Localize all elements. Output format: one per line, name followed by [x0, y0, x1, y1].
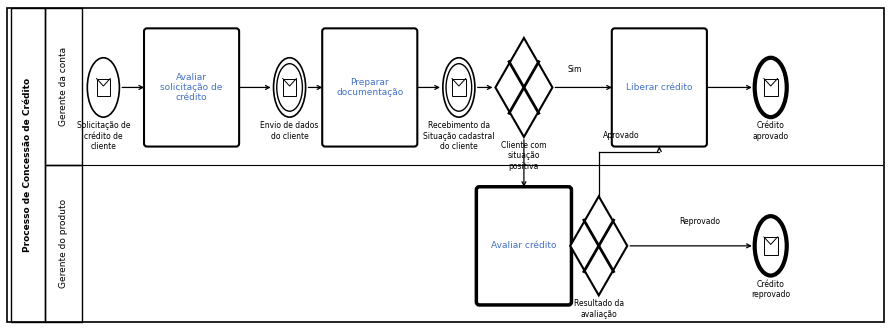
FancyBboxPatch shape	[612, 28, 707, 147]
Text: Crédito
aprovado: Crédito aprovado	[753, 121, 789, 141]
Text: Preparar
documentação: Preparar documentação	[336, 78, 404, 97]
Text: Avaliar crédito: Avaliar crédito	[491, 241, 557, 250]
Bar	[282, 79, 297, 96]
Bar	[764, 79, 778, 96]
Text: Envio de dados
do cliente: Envio de dados do cliente	[260, 121, 319, 141]
Text: Processo de Concessão de Crédito: Processo de Concessão de Crédito	[23, 78, 32, 252]
Text: Recebimento da
Situação cadastral
do cliente: Recebimento da Situação cadastral do cli…	[423, 121, 495, 151]
Bar	[45, 165, 82, 322]
Bar	[96, 79, 110, 96]
Text: Gerente da conta: Gerente da conta	[59, 47, 68, 126]
Ellipse shape	[755, 58, 787, 117]
FancyBboxPatch shape	[144, 28, 239, 147]
Text: Reprovado: Reprovado	[679, 217, 721, 226]
Text: Crédito
reprovado: Crédito reprovado	[751, 280, 790, 299]
Polygon shape	[570, 196, 627, 295]
Ellipse shape	[274, 58, 306, 117]
Text: Avaliar
solicitação de
crédito: Avaliar solicitação de crédito	[160, 73, 223, 102]
Ellipse shape	[87, 58, 119, 117]
Text: Cliente com
situação
positiva: Cliente com situação positiva	[501, 141, 547, 171]
Ellipse shape	[443, 58, 475, 117]
Bar	[11, 8, 45, 322]
Bar	[45, 8, 82, 165]
Text: Resultado da
avaliação: Resultado da avaliação	[574, 299, 624, 319]
Text: Aprovado: Aprovado	[602, 131, 640, 140]
Text: Gerente do produto: Gerente do produto	[59, 199, 68, 288]
Bar	[764, 237, 778, 255]
Text: Liberar crédito: Liberar crédito	[626, 83, 692, 92]
FancyBboxPatch shape	[323, 28, 417, 147]
FancyBboxPatch shape	[477, 187, 571, 305]
Text: Solicitação de
crédito de
cliente: Solicitação de crédito de cliente	[77, 121, 130, 151]
Text: Sim: Sim	[568, 65, 582, 74]
Ellipse shape	[755, 216, 787, 276]
Bar	[452, 79, 466, 96]
Polygon shape	[495, 38, 552, 137]
